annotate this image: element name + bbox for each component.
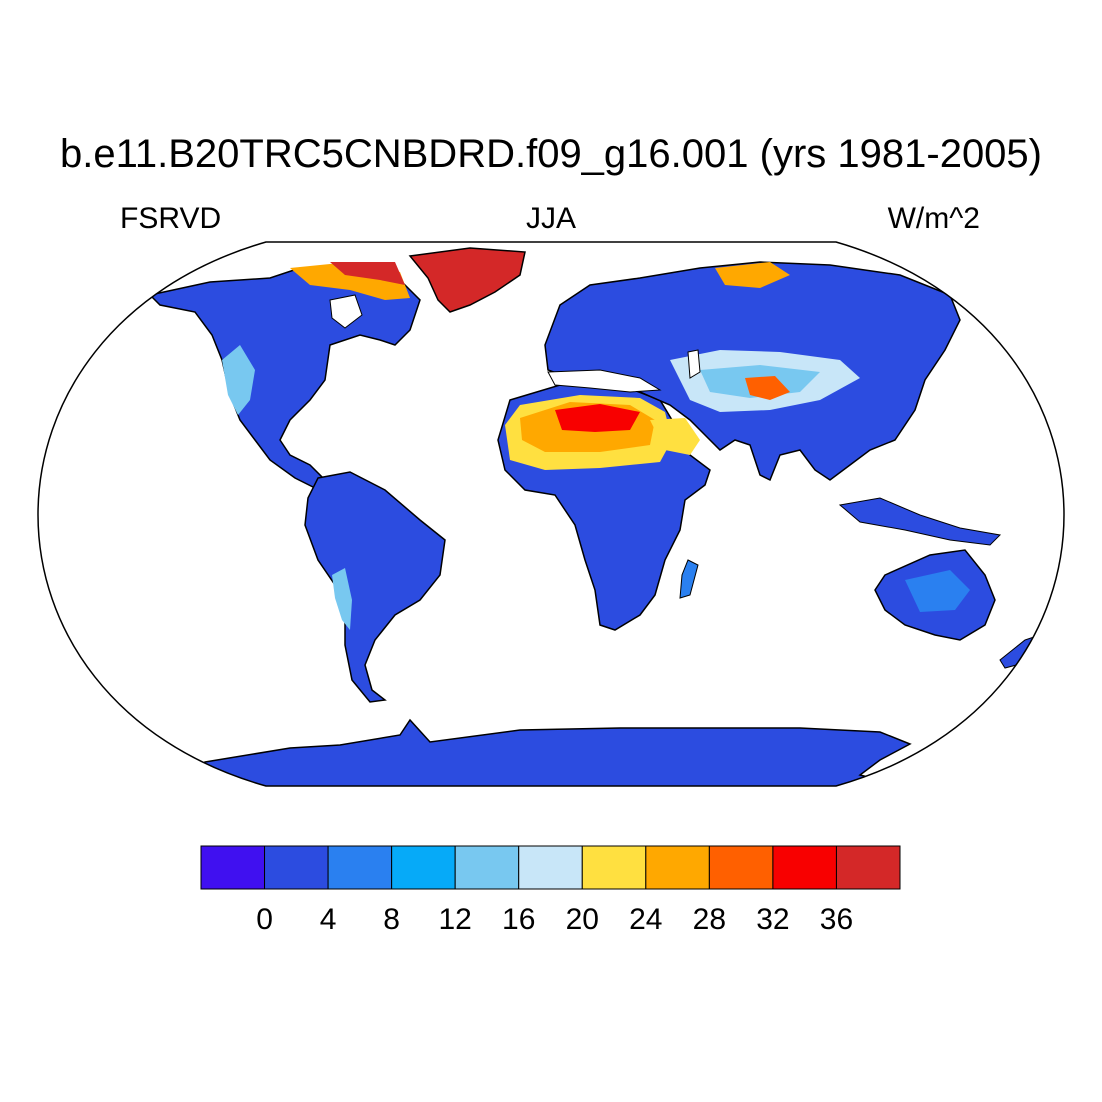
season-label: JJA	[525, 202, 576, 235]
rockies-light	[222, 345, 255, 415]
colorbar-tick-label: 0	[256, 903, 273, 936]
colorbar-box	[645, 845, 710, 890]
colorbar-box	[454, 845, 520, 890]
units-label: W/m^2	[887, 202, 980, 235]
siberia-warm	[715, 262, 790, 288]
map-field	[147, 247, 1041, 786]
australia-interior	[905, 570, 970, 612]
colorbar-tick-label: 8	[383, 903, 400, 936]
greenland	[408, 247, 526, 313]
colorbar-box	[200, 845, 266, 890]
arabia-yellow	[650, 418, 700, 455]
north-america	[148, 267, 421, 489]
colorbar-tick-label: 12	[438, 903, 471, 936]
canada-arctic-red	[330, 262, 405, 285]
colorbar-tick-label: 24	[629, 903, 662, 936]
colorbar-tick-label: 4	[320, 903, 337, 936]
sahara-red	[555, 404, 640, 432]
mediterranean	[547, 369, 662, 393]
indonesia	[838, 497, 1002, 546]
colorbar-tick-label: 32	[756, 903, 789, 936]
plot-title: b.e11.B20TRC5CNBDRD.f09_g16.001 (yrs 198…	[59, 132, 1042, 176]
colorbar-box	[518, 845, 583, 890]
colorbar-box	[264, 845, 329, 890]
caspian-sea	[687, 349, 701, 379]
andes-light	[332, 568, 352, 630]
colorbar-tick-label: 16	[502, 903, 535, 936]
south-america	[304, 471, 446, 703]
colorbar-tick-label: 28	[693, 903, 726, 936]
taklamakan-red	[745, 376, 790, 400]
colorbar-box	[772, 845, 837, 890]
variable-label: FSRVD	[120, 202, 222, 235]
antarctica	[147, 718, 961, 786]
colorbar-box	[835, 845, 901, 890]
colorbar-box	[708, 845, 774, 890]
madagascar	[679, 559, 699, 599]
new-zealand	[999, 634, 1041, 669]
colorbar-labels: 0 4 8 12 16 20 24 28 32 36	[256, 903, 853, 936]
colorbar	[200, 845, 901, 890]
hudson-bay	[329, 294, 363, 329]
colorbar-box	[581, 845, 647, 890]
map-border	[37, 241, 1065, 787]
colorbar-tick-label: 20	[566, 903, 599, 936]
colorbar-box	[391, 845, 456, 890]
colorbar-box	[327, 845, 393, 890]
colorbar-tick-label: 36	[820, 903, 853, 936]
